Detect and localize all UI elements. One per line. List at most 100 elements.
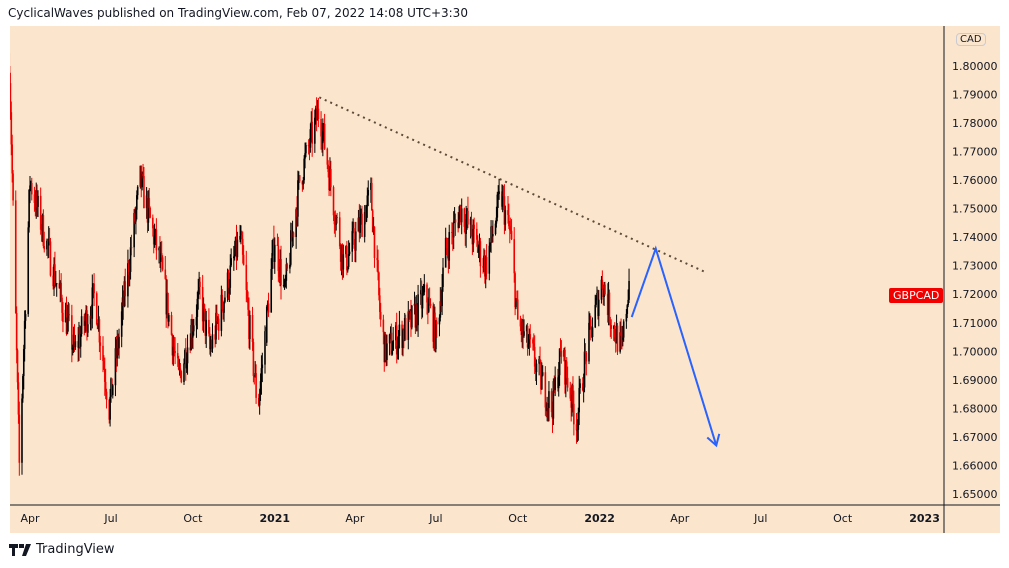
- candle-body: [579, 383, 581, 388]
- candle-body: [230, 258, 232, 266]
- candle-body: [519, 319, 522, 327]
- candle-body: [370, 182, 372, 190]
- candle-body: [601, 279, 604, 289]
- candle-body: [491, 226, 493, 237]
- candle-body: [317, 108, 320, 119]
- candle-body: [58, 283, 61, 289]
- candle-body: [37, 195, 39, 207]
- candle-body: [291, 232, 294, 242]
- candle-body: [127, 263, 129, 297]
- candle-body: [447, 251, 450, 261]
- candle-body: [160, 253, 163, 258]
- candle-body: [472, 224, 475, 245]
- candle-body: [378, 272, 380, 296]
- candle-body: [190, 325, 192, 351]
- candle-body: [502, 193, 505, 197]
- candle-body: [622, 337, 624, 340]
- candle-body: [594, 304, 597, 328]
- time-tick-label: Oct: [508, 512, 528, 525]
- candle-body: [329, 168, 331, 191]
- candle-body: [427, 299, 430, 312]
- tradingview-logo-icon: [9, 543, 31, 556]
- candle-body: [66, 317, 69, 334]
- candle-body: [539, 358, 541, 362]
- candle-body: [96, 324, 99, 330]
- candle-body: [210, 346, 213, 349]
- candle-body: [560, 350, 563, 357]
- price-tick-label: 1.71000: [952, 317, 998, 330]
- candle-body: [22, 376, 24, 399]
- candle-body: [186, 347, 189, 364]
- candle-body: [484, 257, 487, 277]
- candle-body: [338, 217, 341, 247]
- candle-body: [554, 377, 556, 391]
- candle-body: [168, 315, 170, 322]
- candle-body: [440, 301, 443, 307]
- candle-body: [220, 294, 223, 331]
- candle-body: [98, 319, 101, 343]
- time-tick-label: Oct: [833, 512, 853, 525]
- price-tick-label: 1.68000: [952, 402, 998, 415]
- candle-body: [61, 297, 63, 313]
- candle-body: [183, 363, 185, 383]
- candle-body: [469, 218, 472, 225]
- candle-body: [279, 259, 281, 278]
- time-tick-label: Jul: [428, 512, 442, 525]
- candle-body: [283, 280, 286, 286]
- candle-body: [47, 238, 50, 246]
- candle-body: [483, 255, 485, 268]
- price-chart[interactable]: 1.65000 1.66000 1.67000 1.68000 1.69000 1.700…: [10, 26, 1000, 533]
- candle-body: [36, 191, 38, 207]
- candle-body: [24, 314, 27, 321]
- candle-body: [565, 361, 567, 385]
- time-tick-label: Apr: [345, 512, 365, 525]
- candle-body: [53, 264, 55, 287]
- candle-body: [528, 334, 531, 345]
- candle-body: [477, 249, 480, 253]
- candle-body: [184, 350, 187, 369]
- candle-body: [392, 340, 394, 351]
- candle-body: [91, 287, 94, 319]
- currency-label[interactable]: CAD: [956, 33, 986, 46]
- candle-body: [503, 196, 506, 225]
- candle-body: [311, 121, 313, 144]
- candle-body: [559, 348, 562, 351]
- candle-body: [540, 361, 542, 390]
- candle-body: [316, 108, 319, 121]
- candle-body: [544, 372, 547, 408]
- candle-body: [323, 123, 326, 149]
- candle-body: [128, 271, 131, 275]
- candle-body: [547, 403, 549, 409]
- chart-area[interactable]: 1.65000 1.66000 1.67000 1.68000 1.69000 1.700…: [10, 26, 1000, 533]
- candle-body: [509, 230, 512, 232]
- price-tick-label: 1.79000: [952, 89, 998, 102]
- candle-body: [128, 263, 130, 275]
- candle-body: [216, 312, 218, 322]
- candle-body: [146, 195, 149, 223]
- candle-body: [170, 315, 173, 335]
- candle-body: [191, 325, 193, 338]
- candle-body: [136, 195, 138, 210]
- candle-body: [264, 331, 266, 365]
- candle-body: [260, 368, 263, 382]
- candle-body: [118, 336, 120, 349]
- candle-body: [346, 246, 348, 271]
- candle-body: [211, 334, 214, 349]
- candle-body: [251, 315, 254, 343]
- candle-body: [40, 229, 43, 231]
- candle-body: [233, 256, 235, 259]
- candle-body: [482, 266, 484, 268]
- candle-body: [446, 248, 449, 252]
- candle-body: [217, 318, 220, 331]
- candle-body: [284, 280, 287, 282]
- candle-body: [521, 321, 524, 335]
- candle-body: [73, 334, 76, 348]
- candle-body: [395, 325, 397, 341]
- candle-body: [172, 346, 175, 356]
- candle-body: [616, 325, 619, 352]
- candle-body: [195, 316, 198, 326]
- candle-body: [445, 238, 448, 249]
- candle-body: [290, 230, 292, 265]
- candle-body: [265, 331, 267, 343]
- candle-body: [21, 398, 23, 463]
